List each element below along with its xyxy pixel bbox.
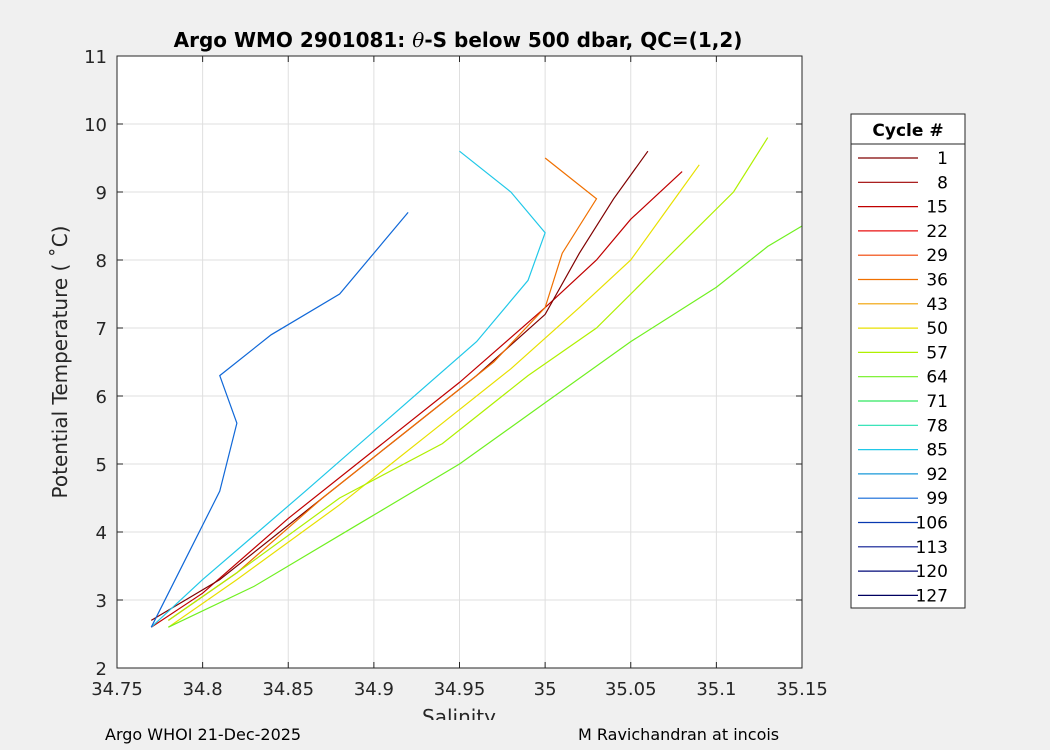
legend-label: 22	[926, 222, 948, 242]
legend-label: 106	[916, 514, 948, 534]
legend-label: 113	[916, 538, 948, 558]
y-tick-label: 11	[84, 47, 107, 68]
profile-line-6	[168, 137, 769, 621]
y-tick-label: 2	[96, 659, 107, 680]
legend: Cycle # 18152229364350576471788592991061…	[850, 113, 966, 609]
x-tick-label: 34.9	[354, 679, 394, 700]
y-axis-label: Potential Temperature ( ˚C)	[48, 226, 72, 499]
legend-title: Cycle #	[872, 121, 943, 141]
legend-label: 99	[926, 489, 948, 509]
y-tick-label: 3	[96, 591, 107, 612]
x-tick-label: 34.75	[91, 679, 143, 700]
y-tick-label: 8	[96, 251, 107, 272]
legend-box	[850, 113, 966, 609]
x-tick-label: 34.95	[434, 679, 486, 700]
theta-s-chart: 34.75 34.8 34.85 34.9 34.95 35 35.05 35.1 35.15 …	[48, 28, 966, 720]
y-tick-label: 10	[84, 115, 107, 136]
legend-label: 78	[926, 416, 948, 436]
legend-label: 8	[937, 173, 948, 193]
x-tick-label: 34.85	[262, 679, 314, 700]
profile-line-7	[150, 150, 546, 628]
legend-label: 120	[916, 562, 948, 582]
legend-label: 64	[926, 368, 948, 388]
footer-author: M Ravichandran at incois	[578, 725, 780, 744]
x-tick-label: 35.15	[776, 679, 828, 700]
x-axis-label: Salinity	[422, 705, 496, 720]
profile-line-8	[150, 212, 409, 628]
legend-label: 15	[926, 198, 948, 218]
legend-label: 127	[916, 586, 948, 606]
chart-title: Argo WMO 2901081: θ-S below 500 dbar, QC…	[174, 28, 743, 52]
profile-line-3	[168, 157, 598, 621]
y-axis-ticks: 2 3 4 5 6 7 8 9 10 11	[84, 47, 802, 680]
legend-label: 50	[926, 319, 948, 339]
profile-lines	[150, 137, 803, 628]
y-tick-label: 9	[96, 183, 107, 204]
profile-line-1	[150, 171, 683, 628]
legend-label: 43	[926, 295, 948, 315]
footer-source-date: Argo WHOI 21-Dec-2025	[105, 725, 302, 744]
x-tick-label: 34.8	[183, 679, 223, 700]
legend-label: 85	[926, 441, 948, 461]
legend-label: 92	[926, 465, 948, 485]
legend-label: 29	[926, 246, 948, 266]
x-tick-label: 35.1	[696, 679, 736, 700]
x-tick-label: 35	[534, 679, 557, 700]
x-axis-ticks: 34.75 34.8 34.85 34.9 34.95 35 35.05 35.1 35.15	[91, 56, 828, 700]
profile-line-5	[168, 225, 803, 628]
y-tick-label: 6	[96, 387, 107, 408]
legend-label: 36	[926, 271, 948, 291]
profile-line-4	[168, 164, 700, 628]
legend-label: 57	[926, 343, 948, 363]
y-tick-label: 7	[96, 319, 107, 340]
y-tick-label: 5	[96, 455, 107, 476]
x-tick-label: 35.05	[605, 679, 657, 700]
legend-label: 1	[937, 149, 948, 169]
legend-items: 1 8 15 22 29 36 43 50 57 64 71 78 85 92 99 106 113 120 127	[858, 149, 948, 606]
legend-label: 71	[926, 392, 948, 412]
y-tick-label: 4	[96, 523, 107, 544]
